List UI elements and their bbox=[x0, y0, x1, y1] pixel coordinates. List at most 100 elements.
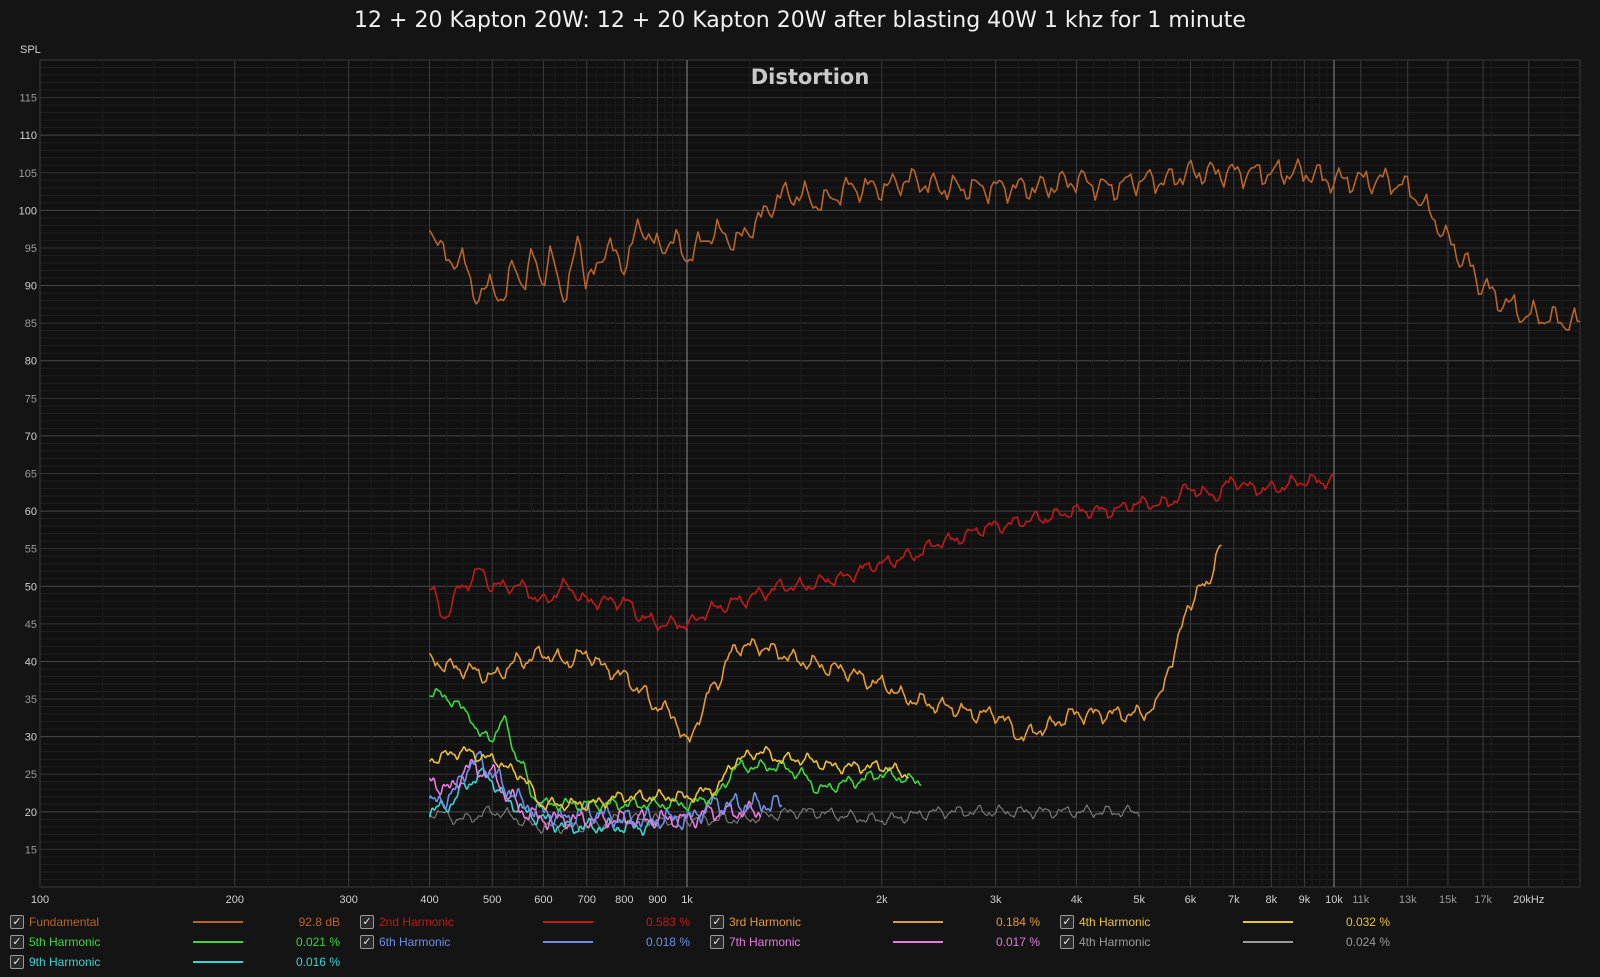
x-tick-label: 10k bbox=[1325, 894, 1343, 906]
y-tick-label: 115 bbox=[19, 93, 37, 105]
legend-value: 92.8 dB bbox=[298, 915, 340, 929]
legend-item: ✓ 3rd Harmonic 0.184 % bbox=[710, 913, 1050, 931]
legend-swatch bbox=[193, 921, 243, 923]
legend-value: 0.032 % bbox=[1345, 915, 1390, 929]
y-tick-label: 110 bbox=[19, 130, 37, 142]
x-tick-label: 15k bbox=[1439, 894, 1457, 906]
x-tick-label: 11k bbox=[1352, 894, 1369, 906]
y-axis-label: SPL bbox=[20, 44, 41, 56]
x-tick-label: 4k bbox=[1071, 894, 1083, 906]
legend-checkbox[interactable]: ✓ bbox=[10, 935, 24, 949]
legend-checkbox[interactable]: ✓ bbox=[1060, 915, 1074, 929]
x-tick-label: 2k bbox=[876, 894, 888, 906]
distortion-chart: 15 20 25 30 35 40 45 50 55 60 65 70 75 80 85 90 95 100 105… bbox=[19, 44, 1581, 906]
legend-value: 0.017 % bbox=[995, 935, 1040, 949]
y-tick-label: 55 bbox=[25, 544, 37, 556]
y-tick-label: 95 bbox=[25, 243, 37, 255]
series-line-4 bbox=[428, 745, 909, 812]
grid-lines bbox=[39, 60, 1580, 887]
legend-item: ✓ 7th Harmonic 0.017 % bbox=[710, 933, 1050, 951]
legend-value: 0.016 % bbox=[295, 955, 340, 969]
y-axis: 15 20 25 30 35 40 45 50 55 60 65 70 75 80 85 90 95 100 105… bbox=[19, 93, 37, 857]
legend-checkbox[interactable]: ✓ bbox=[10, 955, 24, 969]
series-line-1 bbox=[428, 158, 1581, 331]
y-tick-label: 15 bbox=[25, 844, 37, 856]
x-tick-label: 5k bbox=[1133, 894, 1145, 906]
legend-swatch bbox=[193, 961, 243, 963]
x-tick-label: 100 bbox=[31, 894, 49, 906]
legend-series-name: 4th Harmonic bbox=[1079, 915, 1151, 929]
legend-value: 0.024 % bbox=[1345, 935, 1390, 949]
legend-series-name: 9th Harmonic bbox=[29, 955, 101, 969]
legend-item: ✓ 6th Harmonic 0.018 % bbox=[360, 933, 700, 951]
series-curves bbox=[428, 158, 1581, 836]
x-tick-label: 8k bbox=[1265, 894, 1277, 906]
x-tick-label: 1k bbox=[681, 894, 693, 906]
x-tick-label: 3k bbox=[990, 894, 1002, 906]
legend-swatch bbox=[1243, 941, 1293, 943]
x-tick-label: 7k bbox=[1228, 894, 1240, 906]
legend-checkbox[interactable]: ✓ bbox=[1060, 935, 1074, 949]
legend-swatch bbox=[543, 921, 593, 923]
chart-title: Distortion bbox=[751, 65, 870, 89]
legend-checkbox[interactable]: ✓ bbox=[360, 935, 374, 949]
legend-series-name: 4th Harmonic bbox=[1079, 935, 1151, 949]
legend-value: 0.184 % bbox=[995, 915, 1040, 929]
legend-item: ✓ 9th Harmonic 0.016 % bbox=[10, 953, 350, 971]
x-tick-label: 6k bbox=[1185, 894, 1197, 906]
y-tick-label: 105 bbox=[19, 168, 37, 180]
legend-swatch bbox=[193, 941, 243, 943]
y-tick-label: 65 bbox=[25, 469, 37, 481]
series-line-3 bbox=[428, 544, 1222, 743]
y-tick-label: 90 bbox=[25, 281, 37, 293]
x-tick-label: 300 bbox=[340, 894, 358, 906]
x-tick-label: 13k bbox=[1399, 894, 1417, 906]
legend-series-name: 6th Harmonic bbox=[379, 935, 451, 949]
y-tick-label: 85 bbox=[25, 318, 37, 330]
legend-series-name: Fundamental bbox=[29, 915, 100, 929]
y-tick-label: 30 bbox=[25, 732, 37, 744]
legend-value: 0.021 % bbox=[295, 935, 340, 949]
x-tick-label: 200 bbox=[226, 894, 244, 906]
legend-series-name: 5th Harmonic bbox=[29, 935, 101, 949]
legend-checkbox[interactable]: ✓ bbox=[710, 915, 724, 929]
window-title: 12 + 20 Kapton 20W: 12 + 20 Kapton 20W a… bbox=[354, 8, 1246, 33]
series-line-8 bbox=[428, 804, 1140, 835]
x-tick-label: 900 bbox=[648, 894, 666, 906]
y-tick-label: 20 bbox=[25, 807, 37, 819]
y-tick-label: 35 bbox=[25, 694, 37, 706]
y-tick-label: 100 bbox=[19, 205, 37, 217]
x-axis: 100 200 300 400 500 600 700 800 900 1k 2k 3k 4k 5k 6k 7… bbox=[31, 894, 1545, 906]
x-tick-label: 800 bbox=[615, 894, 633, 906]
legend-value: 0.018 % bbox=[645, 935, 690, 949]
y-tick-label: 25 bbox=[25, 769, 37, 781]
series-line-9 bbox=[428, 767, 658, 836]
legend-swatch bbox=[893, 941, 943, 943]
y-tick-label: 80 bbox=[25, 356, 37, 368]
legend-checkbox[interactable]: ✓ bbox=[360, 915, 374, 929]
y-tick-label: 40 bbox=[25, 656, 37, 668]
legend: ✓ Fundamental 92.8 dB ✓ 2nd Harmonic 0.583 % ✓… bbox=[0, 912, 1600, 977]
y-tick-label: 45 bbox=[25, 619, 37, 631]
x-tick-label: 500 bbox=[483, 894, 501, 906]
legend-series-name: 3rd Harmonic bbox=[729, 915, 802, 929]
legend-item: ✓ 2nd Harmonic 0.583 % bbox=[360, 913, 700, 931]
x-tick-label: 17k bbox=[1474, 894, 1492, 906]
x-tick-label: 9k bbox=[1299, 894, 1311, 906]
legend-swatch bbox=[1243, 921, 1293, 923]
x-tick-label: 400 bbox=[420, 894, 438, 906]
legend-item: ✓ 4th Harmonic 0.032 % bbox=[1060, 913, 1400, 931]
legend-item: ✓ 5th Harmonic 0.021 % bbox=[10, 933, 350, 951]
legend-checkbox[interactable]: ✓ bbox=[710, 935, 724, 949]
legend-series-name: 2nd Harmonic bbox=[379, 915, 454, 929]
x-tick-label: 600 bbox=[534, 894, 552, 906]
legend-item: ✓ Fundamental 92.8 dB bbox=[10, 913, 350, 931]
y-tick-label: 60 bbox=[25, 506, 37, 518]
legend-item: ✓ 4th Harmonic 0.024 % bbox=[1060, 933, 1400, 951]
y-tick-label: 70 bbox=[25, 431, 37, 443]
legend-checkbox[interactable]: ✓ bbox=[10, 915, 24, 929]
legend-swatch bbox=[893, 921, 943, 923]
y-tick-label: 50 bbox=[25, 581, 37, 593]
legend-swatch bbox=[543, 941, 593, 943]
series-line-2 bbox=[429, 473, 1335, 632]
